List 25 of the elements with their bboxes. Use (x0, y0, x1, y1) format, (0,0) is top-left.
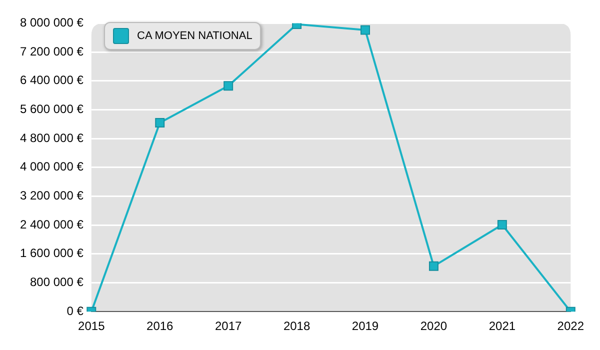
y-tick-label: 8 000 000 € (20, 16, 84, 30)
y-tick-label: 2 400 000 € (20, 217, 84, 232)
y-tick-label: 1 600 000 € (20, 246, 84, 260)
x-tick-label: 2015 (78, 319, 106, 334)
x-tick-label: 2016 (146, 319, 174, 334)
x-tick-label: 2017 (214, 319, 242, 334)
x-tick-label: 2020 (420, 319, 448, 334)
y-tick-label: 800 000 € (30, 275, 84, 290)
point (155, 118, 165, 128)
point (497, 220, 507, 230)
y-tick-label: 6 400 000 € (20, 73, 84, 88)
x-tick-label: 2019 (352, 319, 379, 334)
y-tick-label: 3 200 000 € (20, 188, 84, 203)
y-tick-label: 4 000 000 € (20, 160, 84, 174)
y-tick-label: 5 600 000 € (20, 102, 84, 116)
y-tick-label: 4 800 000 € (20, 130, 84, 145)
legend-label: CA MOYEN NATIONAL (137, 30, 252, 42)
point (224, 81, 234, 91)
x-tick-label: 2018 (283, 319, 310, 334)
x-tick-label: 2021 (488, 319, 516, 334)
y-tick-label: 7 200 000 € (20, 44, 84, 58)
y-tick-label: 0 € (66, 304, 84, 318)
x-tick-label: 2022 (557, 319, 584, 334)
point (360, 25, 370, 35)
point (428, 261, 438, 271)
